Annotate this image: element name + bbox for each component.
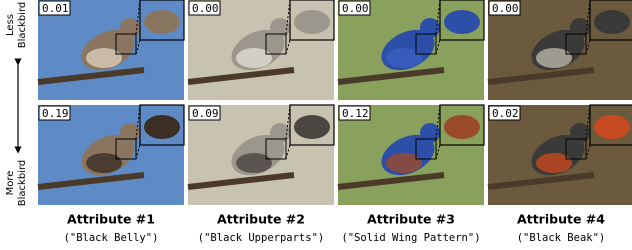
inset-detail [144, 10, 180, 34]
attribute-title: Attribute #3 [367, 212, 455, 227]
attribute-title: Attribute #4 [517, 212, 605, 227]
bird-head [120, 18, 140, 38]
bird-belly [236, 48, 272, 68]
score: 0.02 [492, 107, 519, 120]
bird-head [120, 123, 140, 143]
score: 0.12 [342, 107, 369, 120]
row-label: Blackbird [17, 2, 28, 48]
inset-detail [444, 115, 480, 139]
bird-belly [386, 153, 422, 173]
attribute-subtitle: ("Black Beak") [517, 232, 606, 244]
row-label: More [5, 171, 16, 196]
panel: 0.00 [188, 0, 334, 100]
attribute-title: Attribute #2 [217, 212, 305, 227]
bird-belly [536, 48, 572, 68]
inset-detail [594, 10, 630, 34]
score: 0.01 [42, 2, 69, 15]
bird-belly [536, 153, 572, 173]
figure: LessBlackbirdMoreBlackbird0.010.19Attrib… [0, 0, 632, 250]
inset-detail [294, 115, 330, 139]
score: 0.09 [192, 107, 219, 120]
bird-belly [86, 48, 122, 68]
score: 0.00 [192, 2, 219, 15]
bird-head [270, 18, 290, 38]
panel: 0.00 [338, 0, 484, 100]
inset-detail [444, 10, 480, 34]
bird-head [570, 123, 590, 143]
panel: 0.09 [188, 105, 334, 205]
bird-belly [236, 153, 272, 173]
bird-head [270, 123, 290, 143]
score: 0.00 [342, 2, 369, 15]
inset-detail [594, 115, 630, 139]
panel: 0.12 [338, 105, 484, 205]
panel: 0.19 [38, 105, 184, 205]
score: 0.19 [42, 107, 69, 120]
attribute-subtitle: ("Solid Wing Pattern") [341, 232, 480, 244]
bird-head [420, 123, 440, 143]
inset-detail [144, 115, 180, 139]
bird-head [570, 18, 590, 38]
attribute-title: Attribute #1 [67, 212, 155, 227]
inset-detail [294, 10, 330, 34]
attribute-subtitle: ("Black Belly") [64, 232, 159, 244]
score: 0.00 [492, 2, 519, 15]
panel: 0.01 [38, 0, 184, 100]
attribute-subtitle: ("Black Upperparts") [198, 232, 324, 244]
panel: 0.02 [488, 105, 632, 205]
bird-belly [386, 48, 422, 68]
panel: 0.00 [488, 0, 632, 100]
row-label: Blackbird [17, 160, 28, 206]
bird-head [420, 18, 440, 38]
bird-belly [86, 153, 122, 173]
row-label: Less [5, 14, 16, 36]
